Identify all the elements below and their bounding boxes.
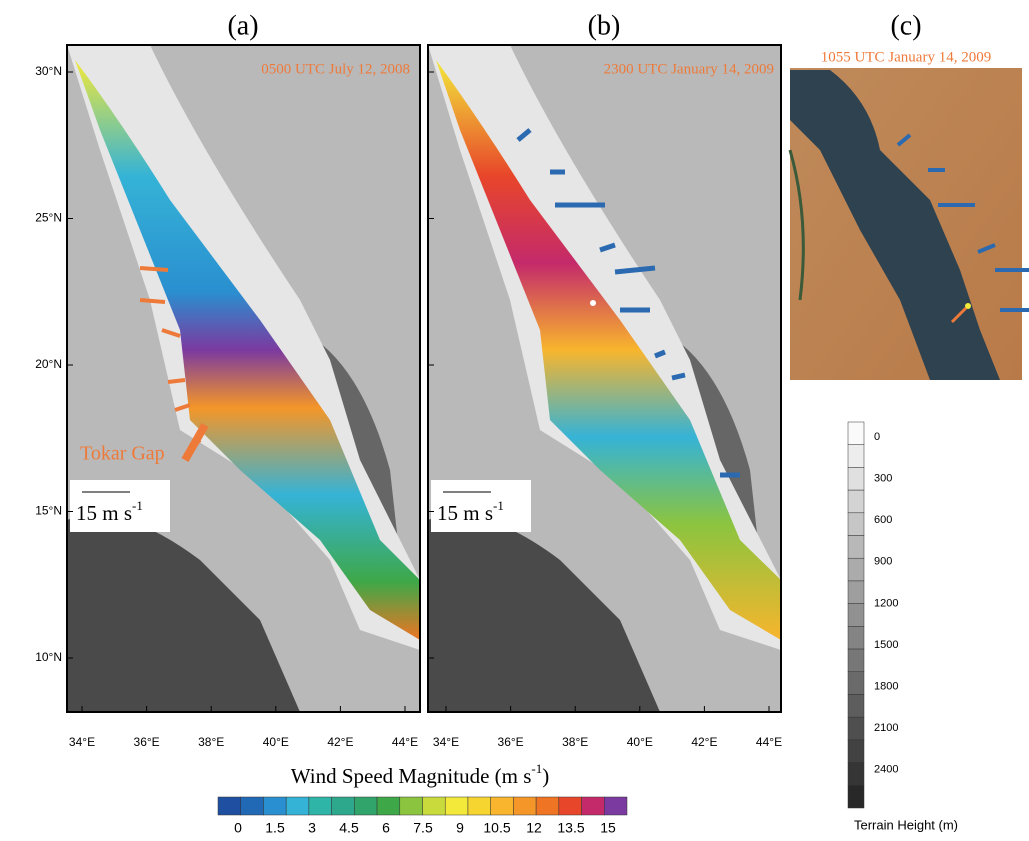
panel-time: 2300 UTC January 14, 2009 bbox=[604, 61, 774, 77]
colorbar-label: 6 bbox=[382, 820, 390, 836]
colorbar-label: 7.5 bbox=[413, 820, 433, 836]
lon-label: 44°E bbox=[392, 735, 418, 749]
terrain-box bbox=[848, 558, 864, 581]
colorbar-box bbox=[582, 797, 605, 815]
lat-label: 20°N bbox=[35, 357, 62, 371]
terrain-box bbox=[848, 694, 864, 717]
colorbar-box bbox=[286, 797, 309, 815]
lon-label: 36°E bbox=[134, 735, 160, 749]
colorbar-box bbox=[513, 797, 536, 815]
figure: (a) (b) (c) 0500 UTC July 12, 2008 2300 … bbox=[0, 0, 1029, 836]
title-end: ) bbox=[542, 764, 549, 788]
terrain-box bbox=[848, 490, 864, 513]
terrain-box bbox=[848, 536, 864, 559]
scale-box-b: 15 m s-1 bbox=[431, 480, 531, 532]
colorbar-label: 1.5 bbox=[265, 820, 285, 836]
colorbar-box bbox=[536, 797, 559, 815]
terrain-box bbox=[848, 467, 864, 490]
scale-text: 15 m s bbox=[437, 501, 493, 525]
terrain-label: 300 bbox=[874, 473, 892, 485]
terrain-box bbox=[848, 649, 864, 672]
lon-label: 40°E bbox=[263, 735, 289, 749]
terrain-box bbox=[848, 604, 864, 627]
terrain-box bbox=[848, 626, 864, 649]
terrain-box bbox=[848, 445, 864, 468]
colorbar-box bbox=[400, 797, 423, 815]
scale-exp: -1 bbox=[132, 498, 143, 513]
lat-label: 25°N bbox=[35, 211, 62, 225]
colorbar-label: 0 bbox=[234, 820, 242, 836]
terrain-label: 2400 bbox=[874, 764, 898, 776]
lon-label: 42°E bbox=[691, 735, 717, 749]
lon-label: 42°E bbox=[327, 735, 353, 749]
scale-text: 15 m s bbox=[76, 501, 132, 525]
terrain-box bbox=[848, 785, 864, 808]
map-b bbox=[428, 45, 781, 712]
terrain-box bbox=[848, 513, 864, 536]
terrain-label: 1500 bbox=[874, 639, 898, 651]
terrain-label: 0 bbox=[874, 431, 880, 443]
colorbar-label: 9 bbox=[456, 820, 464, 836]
title-text: Wind Speed Magnitude (m s bbox=[291, 764, 532, 788]
colorbar-box bbox=[377, 797, 400, 815]
colorbar-box bbox=[263, 797, 286, 815]
terrain-label: 900 bbox=[874, 556, 892, 568]
lon-label: 34°E bbox=[69, 735, 95, 749]
scale-box-a: 15 m s-1 bbox=[70, 480, 170, 532]
panel-time: 0500 UTC July 12, 2008 bbox=[261, 61, 410, 77]
colorbar-box bbox=[241, 797, 264, 815]
colorbar-label: 15 bbox=[600, 820, 616, 836]
colorbar-title: Wind Speed Magnitude (m s-1) bbox=[291, 761, 549, 788]
lon-label: 38°E bbox=[198, 735, 224, 749]
terrain-label: 600 bbox=[874, 514, 892, 526]
panel-label: (a) bbox=[227, 10, 258, 41]
scale-exp: -1 bbox=[493, 498, 504, 513]
terrain-label: 1200 bbox=[874, 597, 898, 609]
panel-time: 1055 UTC January 14, 2009 bbox=[821, 49, 991, 65]
title-exp: -1 bbox=[531, 761, 542, 776]
colorbar-box bbox=[559, 797, 582, 815]
terrain-box bbox=[848, 672, 864, 695]
lon-label: 34°E bbox=[433, 735, 459, 749]
colorbar-box bbox=[354, 797, 377, 815]
terrain-label: 1800 bbox=[874, 681, 898, 693]
lon-label: 36°E bbox=[498, 735, 524, 749]
colorbar-label: 13.5 bbox=[557, 820, 584, 836]
terrain-box bbox=[848, 763, 864, 786]
annotation: Tokar Gap bbox=[80, 443, 165, 465]
terrain-box bbox=[848, 581, 864, 604]
map-a bbox=[67, 45, 420, 712]
panel-label: (c) bbox=[890, 10, 921, 41]
lat-label: 10°N bbox=[35, 650, 62, 664]
lon-label: 44°E bbox=[756, 735, 782, 749]
colorbar-label: 10.5 bbox=[483, 820, 510, 836]
colorbar-box bbox=[445, 797, 468, 815]
colorbar-box bbox=[468, 797, 491, 815]
terrain-title: Terrain Height (m) bbox=[854, 817, 958, 832]
colorbar-box bbox=[604, 797, 627, 815]
terrain-box bbox=[848, 740, 864, 763]
satellite-image bbox=[790, 68, 1029, 380]
lat-label: 15°N bbox=[35, 504, 62, 518]
lon-label: 40°E bbox=[627, 735, 653, 749]
colorbar-box bbox=[309, 797, 332, 815]
colorbar-box bbox=[218, 797, 241, 815]
panel-label: (b) bbox=[588, 10, 621, 41]
colorbar-label: 12 bbox=[526, 820, 542, 836]
colorbar-box bbox=[332, 797, 355, 815]
terrain-box bbox=[848, 422, 864, 445]
colorbar-label: 3 bbox=[308, 820, 316, 836]
terrain-box bbox=[848, 717, 864, 740]
terrain-label: 2100 bbox=[874, 722, 898, 734]
lat-label: 30°N bbox=[35, 64, 62, 78]
marker bbox=[590, 300, 596, 306]
colorbar-box bbox=[491, 797, 514, 815]
colorbar-label: 4.5 bbox=[339, 820, 359, 836]
lon-label: 38°E bbox=[562, 735, 588, 749]
colorbar-box bbox=[423, 797, 446, 815]
